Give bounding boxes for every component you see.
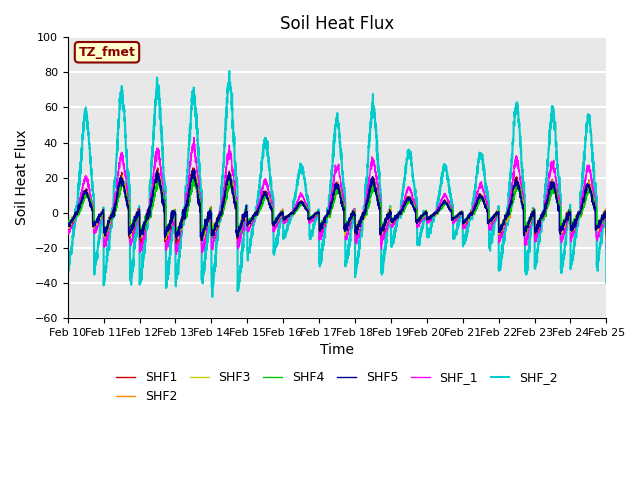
SHF_1 bbox=[399, 200, 407, 205]
SHF4 bbox=[155, 174, 163, 180]
Line: SHF4: SHF4 bbox=[68, 177, 606, 238]
SHF_1 bbox=[602, 247, 610, 252]
SHF3 bbox=[399, 206, 407, 212]
Line: SHF5: SHF5 bbox=[68, 170, 606, 240]
SHF5 bbox=[602, 211, 610, 216]
SHF5 bbox=[179, 206, 187, 212]
Line: SHF3: SHF3 bbox=[68, 171, 606, 242]
Line: SHF_2: SHF_2 bbox=[68, 71, 606, 297]
X-axis label: Time: Time bbox=[320, 343, 354, 357]
Text: TZ_fmet: TZ_fmet bbox=[79, 46, 136, 59]
SHF_2 bbox=[179, 214, 187, 219]
SHF_1 bbox=[64, 232, 72, 238]
SHF4 bbox=[390, 216, 397, 222]
SHF4 bbox=[399, 207, 407, 213]
SHF_2 bbox=[602, 280, 610, 286]
SHF5 bbox=[390, 216, 397, 222]
SHF2 bbox=[390, 218, 397, 224]
Line: SHF1: SHF1 bbox=[68, 168, 606, 243]
SHF_2 bbox=[64, 264, 72, 270]
SHF3 bbox=[214, 220, 222, 226]
SHF4 bbox=[198, 235, 205, 240]
SHF_1 bbox=[602, 208, 610, 214]
SHF_1 bbox=[179, 209, 187, 215]
SHF5 bbox=[189, 167, 197, 173]
SHF5 bbox=[214, 218, 222, 224]
SHF2 bbox=[162, 236, 170, 242]
Legend: SHF1, SHF2, SHF3, SHF4, SHF5, SHF_1, SHF_2: SHF1, SHF2, SHF3, SHF4, SHF5, SHF_1, SHF… bbox=[111, 366, 563, 408]
SHF2 bbox=[179, 212, 187, 218]
SHF4 bbox=[552, 188, 559, 194]
SHF3 bbox=[179, 217, 187, 223]
SHF3 bbox=[390, 216, 397, 222]
SHF2 bbox=[214, 216, 222, 221]
SHF4 bbox=[64, 221, 72, 227]
SHF1 bbox=[190, 165, 198, 171]
SHF4 bbox=[214, 212, 222, 218]
SHF_2 bbox=[390, 231, 397, 237]
SHF_2 bbox=[214, 218, 222, 224]
SHF3 bbox=[602, 209, 610, 215]
SHF2 bbox=[190, 168, 198, 174]
SHF_1 bbox=[173, 252, 180, 257]
SHF1 bbox=[179, 213, 187, 218]
SHF3 bbox=[602, 239, 610, 245]
SHF_1 bbox=[214, 220, 222, 226]
SHF2 bbox=[399, 207, 407, 213]
SHF4 bbox=[602, 232, 610, 238]
SHF_1 bbox=[190, 135, 198, 141]
Title: Soil Heat Flux: Soil Heat Flux bbox=[280, 15, 394, 33]
SHF3 bbox=[552, 192, 559, 198]
SHF2 bbox=[602, 211, 610, 216]
SHF_2 bbox=[399, 188, 407, 194]
Line: SHF2: SHF2 bbox=[68, 171, 606, 239]
SHF2 bbox=[602, 234, 610, 240]
SHF1 bbox=[390, 219, 397, 225]
SHF_2 bbox=[225, 68, 233, 74]
SHF2 bbox=[552, 189, 559, 194]
SHF1 bbox=[399, 205, 407, 211]
SHF2 bbox=[64, 222, 72, 228]
SHF1 bbox=[214, 212, 222, 217]
SHF_2 bbox=[209, 294, 216, 300]
SHF5 bbox=[399, 203, 407, 209]
SHF5 bbox=[64, 223, 72, 228]
SHF1 bbox=[602, 211, 610, 216]
SHF4 bbox=[602, 210, 610, 216]
SHF5 bbox=[552, 190, 559, 196]
SHF3 bbox=[191, 168, 198, 174]
SHF5 bbox=[198, 238, 206, 243]
SHF1 bbox=[172, 240, 180, 246]
SHF_1 bbox=[552, 173, 559, 179]
SHF3 bbox=[64, 223, 72, 228]
SHF1 bbox=[552, 191, 559, 196]
SHF5 bbox=[602, 233, 610, 239]
SHF_1 bbox=[390, 222, 397, 228]
SHF_2 bbox=[552, 135, 559, 141]
Line: SHF_1: SHF_1 bbox=[68, 138, 606, 254]
Y-axis label: Soil Heat Flux: Soil Heat Flux bbox=[15, 130, 29, 226]
SHF_2 bbox=[602, 212, 610, 218]
SHF4 bbox=[179, 218, 187, 224]
SHF1 bbox=[602, 234, 610, 240]
SHF1 bbox=[64, 223, 72, 228]
